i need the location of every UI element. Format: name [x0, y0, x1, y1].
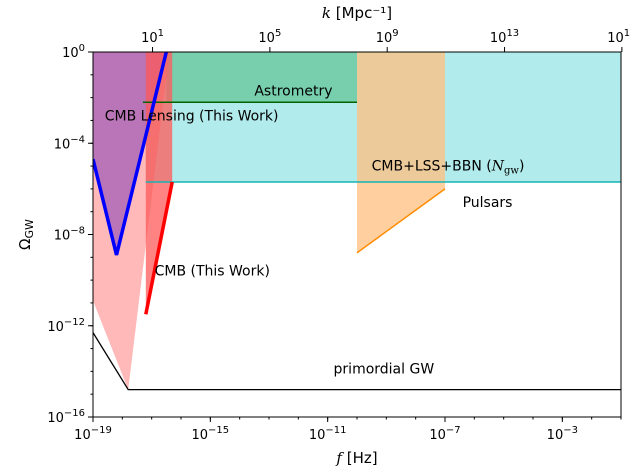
- x2-tick-label: 1013: [490, 28, 519, 46]
- regions-layer: [93, 52, 621, 390]
- x-tick-label: 10−3: [547, 425, 578, 443]
- x2-tick-label: 109: [376, 28, 399, 46]
- x-axis-title: f [Hz]: [335, 449, 377, 467]
- y-tick-label: 10−12: [47, 317, 85, 335]
- y-tick-label: 10−16: [47, 408, 85, 426]
- label-pulsars: Pulsars: [463, 195, 513, 211]
- x2-tick-label: 101: [141, 28, 164, 46]
- label-cmb-lss-bbn-ngw: CMB+LSS+BBN (Ngw): [372, 159, 525, 177]
- region-cmb-darker-band: [145, 52, 173, 315]
- lines-layer: [93, 52, 621, 391]
- line-cmb-this-work: [144, 181, 174, 315]
- x2-tick-label: 105: [258, 28, 281, 46]
- label-cmb-lensing-this-work: CMB Lensing (This Work): [105, 108, 279, 124]
- line-primordial-gw: [93, 332, 621, 391]
- x-tick-label: 10−15: [192, 425, 230, 443]
- label-astrometry: Astrometry: [254, 83, 332, 99]
- label-primordial-gw: primordial GW: [334, 362, 435, 378]
- y-tick-label: 100: [62, 43, 85, 61]
- y-tick-label: 10−4: [54, 134, 85, 152]
- x-tick-label: 10−11: [309, 425, 347, 443]
- region-pulsars: [357, 52, 445, 253]
- x-tick-label: 10−7: [429, 425, 460, 443]
- y-axis-title: ΩGW: [16, 219, 36, 250]
- line-pulsars: [356, 188, 446, 254]
- top-axis-title: k [Mpc⁻¹]: [322, 4, 392, 22]
- line-cmb-lensing-this-work: [93, 52, 168, 256]
- x-tick-label: 10−19: [74, 425, 112, 443]
- ticks-layer: 10−1910−1510−1110−710−310110110510910131…: [47, 28, 631, 443]
- labels-layer: CMB+LSS+BBN (Ngw)AstrometryPulsarsaLIGO …: [105, 83, 525, 378]
- label-cmb-this-work: CMB (This Work): [155, 264, 270, 280]
- region-astrometry: [166, 52, 357, 103]
- y-tick-label: 10−8: [54, 226, 85, 244]
- x2-tick-label: 1017: [607, 28, 631, 46]
